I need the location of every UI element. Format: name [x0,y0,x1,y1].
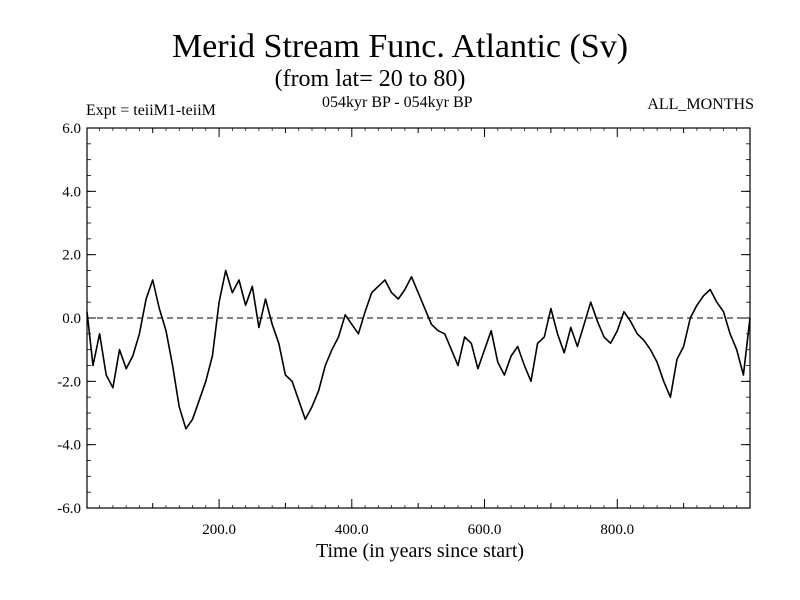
x-tick-label: 200.0 [202,522,236,538]
x-tick-label: 600.0 [468,522,502,538]
plot-frame [86,127,751,509]
y-tick-label: 4.0 [62,184,81,200]
x-tick-label: 400.0 [335,522,369,538]
y-tick-label: -4.0 [57,438,81,454]
series-line [86,269,751,430]
x-tick-label: 800.0 [600,522,634,538]
period-label: 054kyr BP - 054kyr BP [322,94,473,111]
experiment-label: Expt = teiiM1-teiiM [86,102,216,119]
y-tick-label: 6.0 [62,121,81,137]
axis-ticks: -6.0 -4.0 -2.0 0.0 2.0 4.0 6.0 200.0 400.0 600.0 8… [57,121,750,538]
y-tick-label: -2.0 [57,374,81,390]
chart-title: Merid Stream Func. Atlantic (Sv) [171,28,629,65]
y-tick-label: 0.0 [62,311,81,327]
months-label: ALL_MONTHS [647,96,754,113]
chart-subtitle: (from lat= 20 to 80) [274,66,466,92]
y-tick-label: -6.0 [57,501,81,517]
y-tick-label: 2.0 [62,248,81,264]
x-axis-label: Time (in years since start) [315,540,525,562]
